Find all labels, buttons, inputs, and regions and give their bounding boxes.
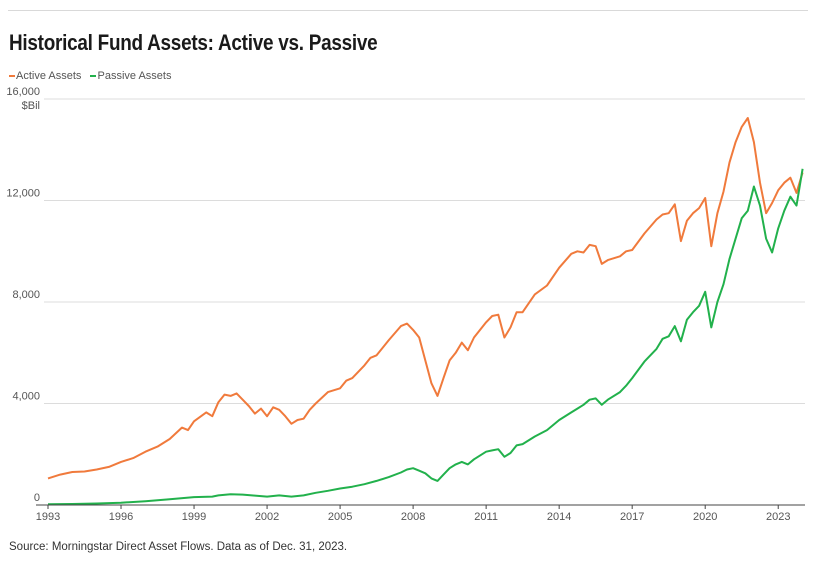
source-note: Source: Morningstar Direct Asset Flows. … (9, 541, 348, 553)
y-tick-label: 0 (34, 492, 40, 504)
legend: Active Assets Passive Assets (9, 70, 177, 82)
legend-item-passive: Passive Assets (90, 70, 171, 82)
grid-lines (44, 98, 805, 404)
x-tick-label: 1993 (36, 511, 60, 523)
x-tick-label: 2014 (547, 511, 571, 523)
x-tick-label: 2008 (401, 511, 425, 523)
y-tick-label: 12,000 (6, 188, 40, 200)
x-tick-label: 1996 (109, 511, 133, 523)
x-tick-label: 2002 (255, 511, 279, 523)
y-tick-label: 16,000 (6, 86, 40, 98)
x-tick-label: 2017 (620, 511, 644, 523)
legend-label-active: Active Assets (16, 70, 82, 82)
x-tick-label: 2011 (474, 511, 498, 523)
passive-assets-line (47, 168, 804, 506)
x-tick-label: 2023 (766, 511, 790, 523)
legend-swatch-passive (90, 75, 97, 78)
legend-item-active: Active Assets (9, 70, 84, 82)
top-divider (8, 10, 808, 11)
chart-title: Historical Fund Assets: Active vs. Passi… (9, 30, 378, 55)
x-tick-label: 2005 (328, 511, 352, 523)
y-axis-ticks: 0 4,000 8,000 12,000 16,000 (6, 86, 40, 504)
series-lines (47, 117, 804, 506)
x-tick-label: 2020 (693, 511, 717, 523)
x-axis: 1993 1996 1999 2002 2005 2008 2011 2014 2017 2020… (36, 504, 805, 523)
y-tick-label: 8,000 (12, 289, 40, 301)
legend-label-passive: Passive Assets (97, 70, 172, 82)
y-tick-label: 4,000 (12, 391, 40, 403)
active-assets-line (47, 117, 804, 480)
legend-swatch-active (9, 75, 15, 78)
x-tick-label: 1999 (182, 511, 206, 523)
y-axis-unit-label: $Bil (22, 100, 40, 112)
